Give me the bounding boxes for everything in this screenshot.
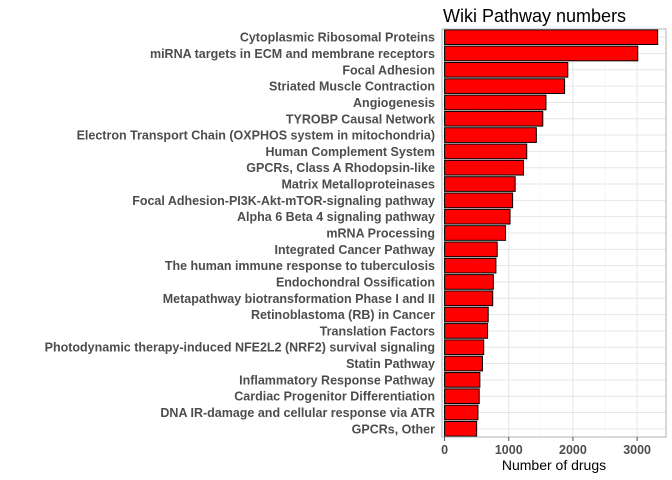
category-label: Focal Adhesion [342,63,435,77]
bar [444,143,528,160]
category-label: Inflammatory Response Pathway [239,373,435,387]
chart-title: Wiki Pathway numbers [443,6,626,26]
category-label: Focal Adhesion-PI3K-Akt-mTOR-signaling p… [132,194,435,208]
x-axis-ticks: 0 1000 2000 3000 [441,437,651,457]
category-label: Integrated Cancer Pathway [275,243,436,257]
bar [444,61,569,78]
bar [444,257,497,274]
x-tick-label: 3000 [623,443,651,457]
category-label: Striated Muscle Contraction [269,80,435,94]
category-label: GPCRs, Class A Rhodopsin-like [246,161,435,175]
bar [444,339,485,356]
category-label: Statin Pathway [346,357,435,371]
plot-panel-border [441,28,667,438]
category-label: Alpha 6 Beta 4 signaling pathway [237,210,435,224]
bar [444,306,489,323]
bar [444,225,507,241]
category-label: Matrix Metalloproteinases [281,178,435,192]
category-label: miRNA targets in ECM and membrane recept… [150,47,435,61]
category-labels: Cytoplasmic Ribosomal Proteins miRNA targ… [45,31,435,437]
category-label: Human Complement System [266,145,435,159]
category-label: Angiogenesis [353,96,435,110]
bar [444,208,511,225]
category-label: Translation Factors [320,324,435,338]
bar [444,323,489,339]
bar [444,127,537,143]
bar [444,110,544,127]
bar [444,159,525,176]
category-label: DNA IR-damage and cellular response via … [160,406,435,420]
bar [444,241,498,258]
bar [444,372,481,388]
category-label: Endochondral Ossification [276,275,435,289]
bar [444,388,480,405]
bar [444,29,659,46]
bar [444,94,547,111]
category-label: Cardiac Progenitor Differentiation [234,390,435,404]
x-tick-label: 0 [441,443,448,457]
bar [444,420,478,437]
x-tick-label: 2000 [559,443,587,457]
bars [444,29,659,437]
bar [444,78,566,94]
category-label: Cytoplasmic Ribosomal Proteins [240,31,435,45]
bar [444,404,479,421]
category-label: Photodynamic therapy-induced NFE2L2 (NRF… [45,341,435,355]
category-label: GPCRs, Other [352,422,435,436]
category-label: mRNA Processing [326,227,435,241]
bar [444,192,514,209]
x-tick-label: 1000 [495,443,523,457]
bar [444,45,639,62]
category-label: Retinoblastoma (RB) in Cancer [251,308,435,322]
category-label: The human immune response to tuberculosi… [165,259,435,273]
category-label: TYROBP Causal Network [286,112,435,126]
category-label: Electron Transport Chain (OXPHOS system … [77,129,435,143]
bar [444,290,494,307]
bar [444,176,516,192]
category-label: Metapathway biotransformation Phase I an… [163,292,435,306]
x-axis-title: Number of drugs [502,457,606,473]
bar [444,355,483,372]
bar [444,274,494,290]
